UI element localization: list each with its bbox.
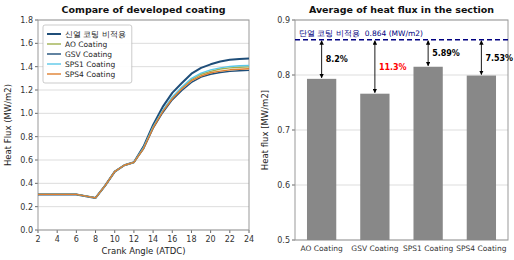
x-tick-label: 12 (129, 235, 139, 244)
legend-swatch (47, 63, 61, 64)
y-axis: 0.0 0.2 0.4 0.6 0.8 1.0 1.2 1.4 1.6 1.8 Heat Flux … (3, 16, 249, 235)
chart-title: Average of heat flux in the section (309, 4, 494, 15)
chart-title: Compare of developed coating (62, 4, 226, 15)
plot-frame (38, 20, 249, 230)
plot-frame (295, 20, 508, 240)
y-tick-label: 0.6 (277, 181, 290, 190)
reduction-arrow (481, 41, 482, 75)
bar (413, 67, 442, 240)
legend-entry: AO Coating (65, 40, 107, 49)
y-tick-label: 1.0 (20, 109, 33, 118)
reduction-label: 7.53% (485, 54, 513, 63)
y-tick-label: 0.8 (277, 71, 290, 80)
x-tick-label: 4 (55, 235, 60, 244)
reduction-label: 5.89% (432, 49, 460, 58)
x-tick-label: 10 (110, 235, 120, 244)
x-tick-label: SPS4 Coating (456, 244, 506, 253)
line-series (38, 67, 249, 198)
y-tick-label: 0.4 (20, 179, 33, 188)
line-series (38, 66, 249, 198)
grid-line (38, 90, 249, 91)
y-axis-label: Heat flux [MW/m2] (260, 90, 270, 170)
x-axis: AO Coating GSV Coating SPS1 CoatingSPS4 Co… (301, 244, 507, 253)
plot-data (307, 67, 496, 240)
y-tick-label: 0.2 (20, 203, 33, 212)
x-tick-label: 14 (148, 235, 158, 244)
reduction-label: 8.2% (326, 55, 348, 64)
y-tick-label: 1.2 (20, 86, 33, 95)
x-tick-label: 6 (74, 235, 79, 244)
grid-line (38, 113, 249, 114)
y-axis: 0.5 0.6 0.7 0.8 0.9 Heat flux [MW/m2] (260, 16, 508, 245)
legend-swatch (47, 43, 61, 44)
reference-line (295, 39, 508, 41)
bar (360, 94, 389, 240)
legend-entry: SPS1 Coating (65, 60, 115, 69)
y-tick-label: 0.5 (277, 236, 290, 245)
y-tick-label: 0.7 (277, 126, 290, 135)
x-tick-label: 20 (206, 235, 216, 244)
reduction-arrow (428, 41, 429, 66)
y-tick-label: 1.4 (20, 63, 33, 72)
legend-swatch (47, 73, 61, 74)
legend-swatch (47, 33, 61, 35)
y-tick-label: 0.6 (20, 156, 33, 165)
x-tick-label: 18 (186, 235, 196, 244)
x-tick-label: 22 (225, 235, 235, 244)
x-tick-label: SPS1 Coating (403, 244, 453, 253)
grid-line (295, 75, 508, 76)
y-tick-label: 0.8 (20, 133, 33, 142)
reduction-arrow (374, 41, 375, 93)
legend-entry: 신열 코팅 비적용 (65, 30, 126, 39)
grid-line (38, 206, 249, 207)
y-tick-label: 1.8 (20, 16, 33, 25)
reduction-arrows: 8.2% 11.3% 5.89% 7.53% (322, 41, 514, 93)
x-tick-label: AO Coating (301, 244, 343, 253)
x-tick-label: 2 (35, 235, 40, 244)
y-tick-label: 0.0 (20, 226, 33, 235)
grid-line (38, 136, 249, 137)
x-tick-label: GSV Coating (351, 244, 398, 253)
reference-label: 0.864 (MW/m2) (365, 29, 423, 38)
chart-root: Compare of developed coating 0.0 0.2 0.4 0.6… (0, 0, 514, 260)
reduction-label: 11.3% (379, 63, 407, 72)
reference-label: 단열 코팅 비적용 (299, 29, 360, 38)
bar (307, 79, 336, 240)
x-tick-label: 8 (93, 235, 98, 244)
x-axis: 24681012141618202224Crank Angle (ATDC) (35, 230, 254, 256)
legend-entry: SPS4 Coating (65, 70, 115, 79)
grid-line (38, 160, 249, 161)
legend-entry: GSV Coating (65, 50, 112, 59)
line-series (38, 70, 249, 198)
y-axis-label: Heat Flux (MW/m2) (3, 84, 13, 166)
y-tick-label: 0.9 (277, 16, 290, 25)
reduction-arrow (321, 41, 322, 78)
legend-box (43, 25, 132, 83)
bar (467, 76, 496, 240)
y-tick-label: 1.6 (20, 39, 33, 48)
x-tick-label: 16 (167, 235, 177, 244)
grid-line (38, 183, 249, 184)
x-axis-label: Crank Angle (ATDC) (102, 246, 186, 256)
legend-swatch (47, 53, 61, 54)
x-tick-label: 24 (244, 235, 254, 244)
line-series (38, 69, 249, 198)
legend: 신열 코팅 비적용AO CoatingGSV CoatingSPS1 Coati… (43, 25, 132, 83)
